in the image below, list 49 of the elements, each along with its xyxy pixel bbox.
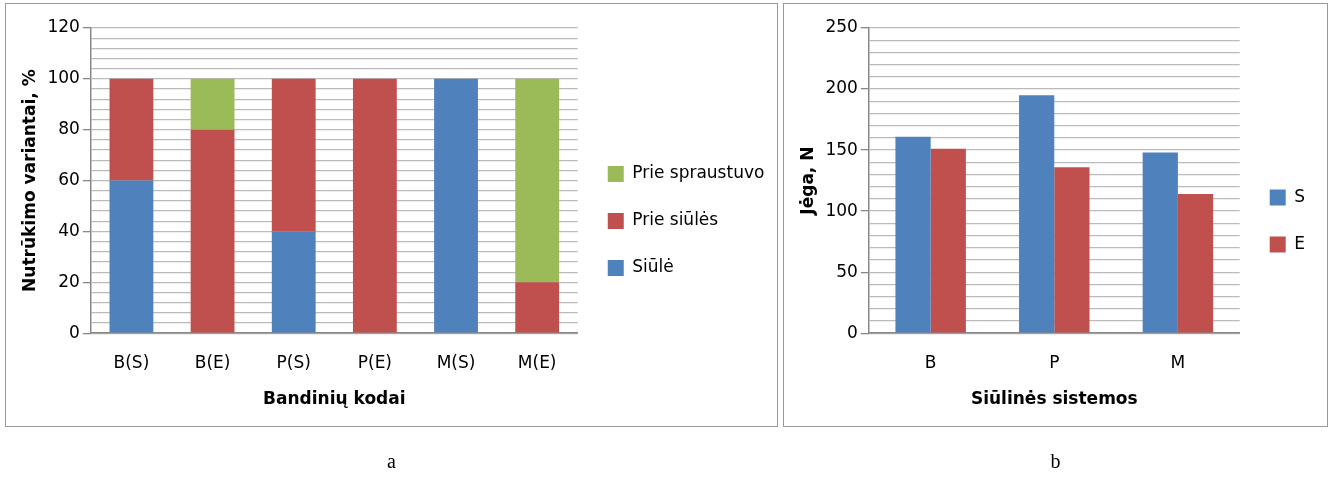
bar [271, 231, 316, 333]
bar [515, 282, 560, 333]
x-tick-label: B(S) [113, 351, 150, 372]
x-tick-label: B(E) [194, 351, 231, 372]
y-tick-label: 50 [836, 260, 858, 281]
bar [515, 78, 560, 283]
x-tick-label: B [924, 351, 937, 372]
bar [434, 78, 478, 333]
bar [190, 129, 235, 333]
bar [352, 78, 397, 333]
x-tick-label: P(E) [357, 351, 393, 372]
x-tick-label: M [1170, 351, 1186, 372]
bar [271, 78, 316, 232]
legend-label: E [1294, 232, 1305, 253]
bar [190, 78, 235, 130]
y-tick-label: 250 [825, 16, 858, 37]
legend-label: Siūlė [632, 256, 674, 277]
y-tick-label: 100 [47, 67, 80, 88]
y-axis-title: Jėga, N [796, 146, 817, 216]
bar [1054, 167, 1090, 333]
y-tick-label: 200 [825, 77, 858, 98]
text: b [1049, 450, 1062, 473]
y-tick-label: 60 [58, 169, 80, 190]
y-tick-label: 100 [825, 199, 858, 220]
bar [895, 136, 931, 333]
bar [109, 180, 154, 333]
y-tick-label: 0 [69, 321, 80, 342]
text: a [386, 450, 397, 473]
x-tick-label: P(S) [276, 351, 311, 372]
bar [109, 78, 154, 181]
x-axis-title: Bandinių kodai [263, 388, 406, 409]
y-tick-label: 20 [58, 270, 80, 291]
x-axis-title: Siūlinės sistemos [970, 388, 1138, 409]
bar [1177, 194, 1214, 333]
y-tick-label: 40 [58, 219, 80, 240]
bar [1019, 95, 1055, 333]
legend-label: Prie siūlės [632, 209, 719, 230]
x-tick-label: P [1049, 351, 1060, 372]
x-tick-label: M(S) [436, 351, 476, 372]
legend-label: Prie spraustuvo [632, 162, 765, 183]
x-tick-label: M(E) [517, 351, 557, 372]
bar [1142, 152, 1178, 333]
y-axis-title: Nutrūkimo variantai, % [18, 69, 39, 292]
y-tick-label: 80 [58, 118, 80, 139]
y-tick-label: 120 [47, 16, 80, 37]
bar [930, 148, 966, 333]
y-tick-label: 0 [847, 321, 858, 342]
y-tick-label: 150 [825, 138, 858, 159]
legend-label: S [1294, 185, 1306, 206]
